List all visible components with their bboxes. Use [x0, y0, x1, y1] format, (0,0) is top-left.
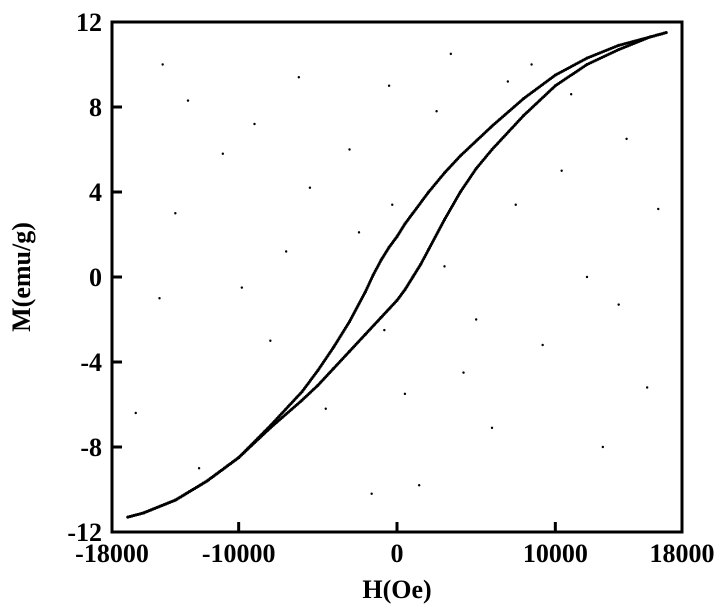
noise-dot	[586, 276, 588, 278]
noise-dot	[388, 85, 390, 87]
noise-dot	[285, 250, 287, 252]
y-ticks: -12 -8 -4 0 4 8 12	[67, 8, 122, 547]
noise-dot	[370, 493, 372, 495]
curves	[126, 31, 667, 519]
y-tick-label: -8	[80, 433, 102, 462]
noise-dot	[253, 123, 255, 125]
noise-dot	[507, 80, 509, 82]
noise-dot	[541, 344, 543, 346]
y-tick-label: 8	[89, 93, 102, 122]
y-axis-label: M(emu/g)	[7, 222, 36, 332]
noise-dot	[617, 303, 619, 305]
x-axis-label: H(Oe)	[362, 575, 431, 604]
chart-container: -18000-1000001000018000 -12-8-404812 M(e…	[0, 0, 715, 608]
noise-dot	[418, 484, 420, 486]
noise-dot	[570, 93, 572, 95]
hysteresis-upper	[126, 31, 667, 519]
noise-dot	[475, 318, 477, 320]
x-tick-label: 18000	[650, 539, 715, 568]
y-tick-label: 0	[89, 263, 102, 292]
noise-dot	[158, 297, 160, 299]
noise-dot	[325, 408, 327, 410]
x-ticks: -18000-1000001000018000	[75, 522, 714, 568]
hysteresis-chart: -18000-1000001000018000 -12-8-404812 M(e…	[0, 0, 715, 608]
noise-dot	[602, 446, 604, 448]
noise-dot	[187, 99, 189, 101]
noise-dot	[404, 393, 406, 395]
noise-dot	[222, 153, 224, 155]
y-tick-label: -12	[67, 518, 102, 547]
y-tick-label: -4	[80, 348, 102, 377]
plot-border	[112, 22, 682, 532]
noise-dot	[135, 412, 137, 414]
noise-dot	[241, 286, 243, 288]
x-tick-label: -10000	[202, 539, 276, 568]
noise-dot	[646, 386, 648, 388]
y-tick-label: 4	[89, 178, 102, 207]
noise-dot	[443, 265, 445, 267]
y-tick-label: 12	[76, 8, 102, 37]
noise-dot	[491, 427, 493, 429]
scan-noise	[135, 53, 660, 495]
noise-dot	[174, 212, 176, 214]
noise-dot	[358, 231, 360, 233]
noise-dot	[348, 148, 350, 150]
x-tick-label: 10000	[523, 539, 588, 568]
noise-dot	[298, 76, 300, 78]
noise-dot	[625, 138, 627, 140]
noise-dot	[161, 63, 163, 65]
x-tick-label: 0	[391, 539, 404, 568]
noise-dot	[391, 204, 393, 206]
noise-dot	[560, 170, 562, 172]
hysteresis-lower	[126, 31, 667, 519]
noise-dot	[657, 208, 659, 210]
noise-dot	[462, 371, 464, 373]
noise-dot	[269, 340, 271, 342]
noise-dot	[435, 110, 437, 112]
noise-dot	[383, 329, 385, 331]
noise-dot	[515, 204, 517, 206]
noise-dot	[309, 187, 311, 189]
noise-dot	[450, 53, 452, 55]
noise-dot	[530, 63, 532, 65]
noise-dot	[198, 467, 200, 469]
